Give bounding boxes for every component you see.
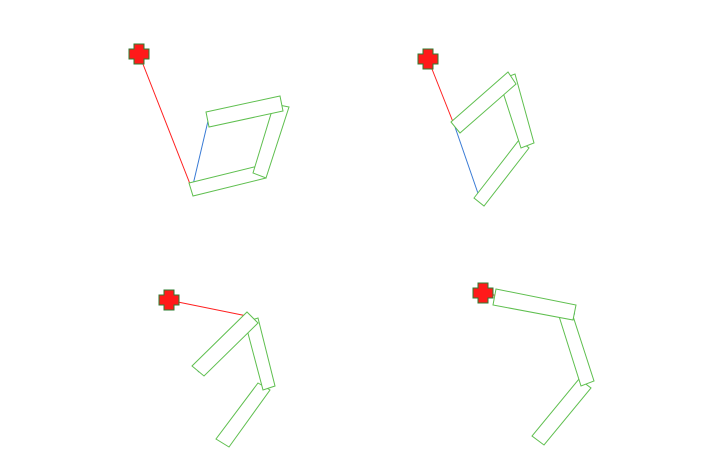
panel-top-right [417, 48, 535, 207]
arm-link-3 [191, 311, 259, 377]
arm-link-1 [473, 139, 530, 207]
panel-bottom-right [472, 282, 595, 446]
target-line [427, 58, 456, 128]
arm-link-1 [531, 378, 592, 446]
target-line [167, 299, 253, 318]
link-axis-line [454, 126, 482, 203]
panel-top-left [128, 43, 290, 197]
target-cross-marker-icon [158, 289, 180, 311]
arm-link-3 [450, 71, 517, 134]
panel-bottom-left [158, 289, 276, 448]
target-cross-marker-icon [417, 48, 439, 70]
link-axis-line [191, 120, 209, 190]
target-line [138, 53, 193, 190]
arm-link-3 [205, 95, 284, 128]
arm-link-2 [557, 309, 595, 387]
arm-link-1 [215, 382, 271, 448]
arm-link-2 [252, 103, 290, 179]
arm-link-3 [492, 288, 577, 321]
target-cross-marker-icon [128, 43, 150, 65]
target-cross-marker-icon [472, 282, 494, 304]
